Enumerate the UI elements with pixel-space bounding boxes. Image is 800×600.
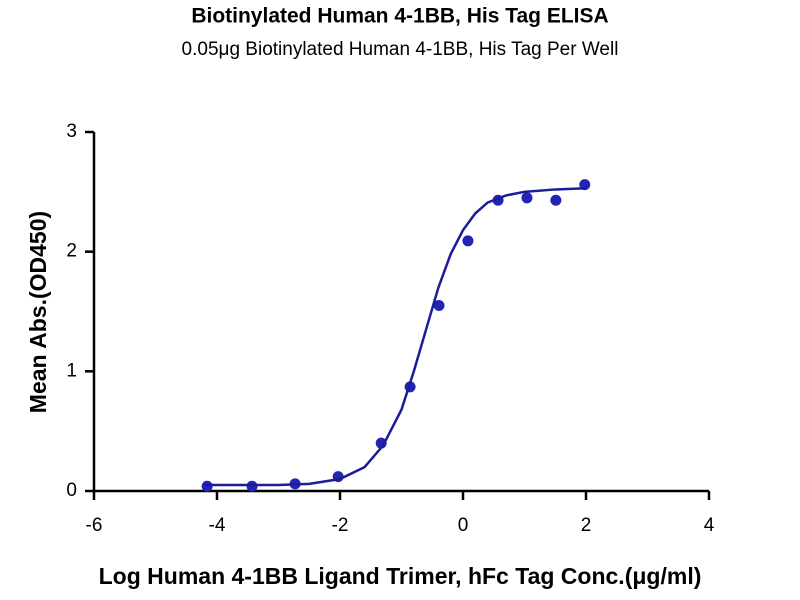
- chart-subtitle: 0.05μg Biotinylated Human 4-1BB, His Tag…: [182, 39, 619, 60]
- x-tick-label: 4: [704, 515, 715, 536]
- x-tick-label: -6: [86, 515, 103, 536]
- data-point: [550, 194, 562, 206]
- x-axis-label: Log Human 4-1BB Ligand Trimer, hFc Tag C…: [99, 563, 702, 589]
- y-tick-label: 3: [66, 121, 77, 142]
- y-tick-label: 1: [66, 360, 77, 381]
- x-tick-label: -4: [209, 515, 226, 536]
- chart-title: Biotinylated Human 4-1BB, His Tag ELISA: [191, 5, 608, 28]
- y-tick-label: 2: [66, 241, 77, 262]
- data-point: [433, 300, 445, 312]
- x-tick-label: 0: [458, 515, 469, 536]
- x-tick-label: -2: [332, 515, 349, 536]
- data-point: [462, 235, 474, 247]
- data-point: [521, 192, 533, 204]
- y-tick-label: 0: [66, 480, 77, 501]
- x-tick-label: 2: [581, 515, 592, 536]
- fit-curve: [204, 186, 587, 487]
- y-axis-label: Mean Abs.(OD450): [25, 211, 51, 413]
